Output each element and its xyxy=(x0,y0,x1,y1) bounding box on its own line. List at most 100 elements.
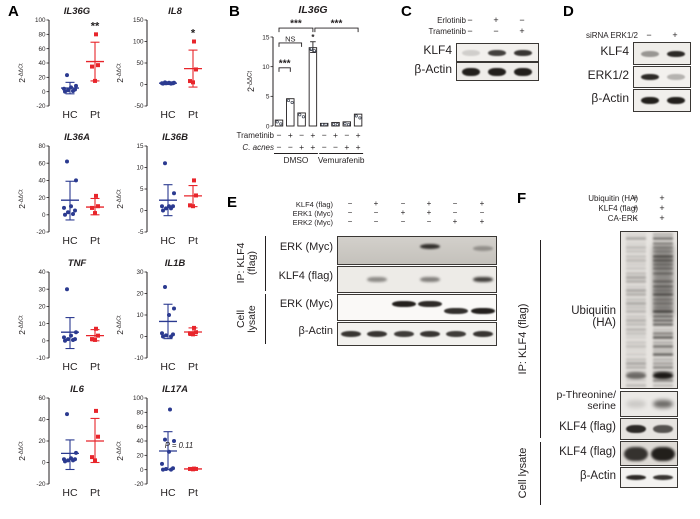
data-point xyxy=(96,204,100,209)
blot-row-label: ERK (Myc) xyxy=(279,298,333,310)
blot-row-label: KLF4 (flag) xyxy=(559,446,616,458)
condition-symbol: + xyxy=(426,208,432,217)
x-category-label: HC xyxy=(160,487,176,499)
smear-stripe xyxy=(652,241,674,245)
data-point xyxy=(160,81,164,86)
blot-band xyxy=(473,276,493,283)
data-point xyxy=(161,467,165,472)
condition-row-label: Trametinib xyxy=(428,27,467,36)
data-point xyxy=(69,333,73,338)
data-point xyxy=(194,193,198,198)
condition-symbol: − xyxy=(452,208,458,217)
smear-stripe xyxy=(652,327,674,331)
condition-symbol: − xyxy=(400,199,406,208)
data-point xyxy=(69,456,73,461)
panel-label-a: A xyxy=(8,3,19,20)
data-point xyxy=(73,208,77,213)
data-point xyxy=(163,80,167,85)
significance-label: * xyxy=(191,28,196,40)
blot-box-klf4-flag- xyxy=(337,266,497,293)
smear-stripe xyxy=(625,280,647,284)
smear-stripe xyxy=(625,340,647,344)
y-tick-label: 20 xyxy=(38,75,46,82)
condition-symbol: − xyxy=(373,208,379,217)
data-point xyxy=(163,161,167,166)
blot-band xyxy=(471,307,495,315)
scatter-plot-il36a: IL36A 2-ΔΔCt -20 0 20 40 60 80 HC Pt xyxy=(17,130,113,259)
smear-stripe xyxy=(652,362,674,365)
data-point xyxy=(66,88,70,93)
data-point xyxy=(172,439,176,443)
data-point xyxy=(74,83,78,88)
smear-stripe xyxy=(625,331,647,335)
scatter-plot-il36g: IL36G 2-ΔΔCt -20 0 20 40 60 80 100 HC Pt ** xyxy=(17,4,113,133)
data-point xyxy=(167,313,171,317)
smear-bottom-band xyxy=(625,372,647,379)
y-tick-label: 40 xyxy=(136,438,144,445)
condition-symbol: − xyxy=(347,199,353,208)
blot-box-erk-myc- xyxy=(337,294,497,321)
blot-band xyxy=(667,50,685,57)
smear-stripe xyxy=(652,258,674,262)
bar-data-point xyxy=(298,113,302,117)
section-bracket-line xyxy=(265,236,267,291)
smear-stripe xyxy=(625,293,647,297)
condition-row-label: CA-ERK xyxy=(607,214,638,223)
data-point xyxy=(65,73,69,78)
group-label: DMSO xyxy=(283,155,308,165)
bar xyxy=(297,112,306,127)
scatter-plot-il8: IL8 2-ΔΔCt -50 0 50 100 150 HC Pt * xyxy=(115,4,211,133)
blot-box--actin xyxy=(620,467,678,488)
smear-stripe xyxy=(625,288,647,292)
data-point xyxy=(90,455,94,460)
data-point xyxy=(63,212,67,217)
y-tick-label: 10 xyxy=(262,64,270,71)
smear-stripe xyxy=(625,250,647,254)
y-tick-label: 0 xyxy=(140,82,144,89)
blot-band xyxy=(667,97,685,104)
smear-stripe xyxy=(652,383,674,387)
condition-row-label: KLF4 (flag) xyxy=(295,200,333,209)
blot-row-label: KLF4 (flag) xyxy=(278,270,333,282)
plot-title: IL8 xyxy=(168,6,182,17)
data-point xyxy=(62,457,66,462)
data-point xyxy=(94,193,98,198)
blot-band xyxy=(462,67,480,76)
y-tick-label: 0 xyxy=(42,338,46,345)
smear-stripe xyxy=(652,254,674,258)
blot-band xyxy=(624,446,648,461)
y-tick-label: 80 xyxy=(38,32,46,39)
data-point xyxy=(164,206,168,211)
condition-symbol: − xyxy=(467,26,473,36)
smear-dense-region xyxy=(652,246,674,317)
smear-stripe xyxy=(652,233,674,236)
condition-symbol: − xyxy=(322,130,327,140)
blot-box-ubiquitin-ha- xyxy=(620,231,678,389)
smear-stripe xyxy=(652,366,674,370)
smear-stripe xyxy=(625,344,647,348)
smear-stripe xyxy=(652,331,674,335)
section-bracket-line xyxy=(265,294,267,344)
smear-stripe xyxy=(625,245,647,249)
blot-band xyxy=(473,331,493,337)
y-tick-label: 30 xyxy=(38,286,46,293)
y-tick-label: 0 xyxy=(140,467,144,474)
x-category-label: HC xyxy=(160,361,176,373)
data-point xyxy=(171,204,175,209)
smear-stripe xyxy=(625,241,647,245)
condition-row-label: Erlotinib xyxy=(437,16,466,25)
smear-stripe xyxy=(625,263,647,267)
data-point xyxy=(188,331,192,336)
x-category-label: Pt xyxy=(188,109,198,121)
data-point xyxy=(188,203,192,208)
data-point xyxy=(96,434,100,439)
panel-label-b: B xyxy=(229,3,240,20)
blot-band xyxy=(367,276,387,283)
y-tick-label: 15 xyxy=(262,34,270,41)
scatter-plot-tnf: TNF 2-ΔΔCt -10 0 10 20 30 40 HC Pt xyxy=(17,256,113,385)
smear-stripe xyxy=(652,353,674,357)
condition-symbol: − xyxy=(452,199,458,208)
blot-box-klf4 xyxy=(456,43,539,62)
